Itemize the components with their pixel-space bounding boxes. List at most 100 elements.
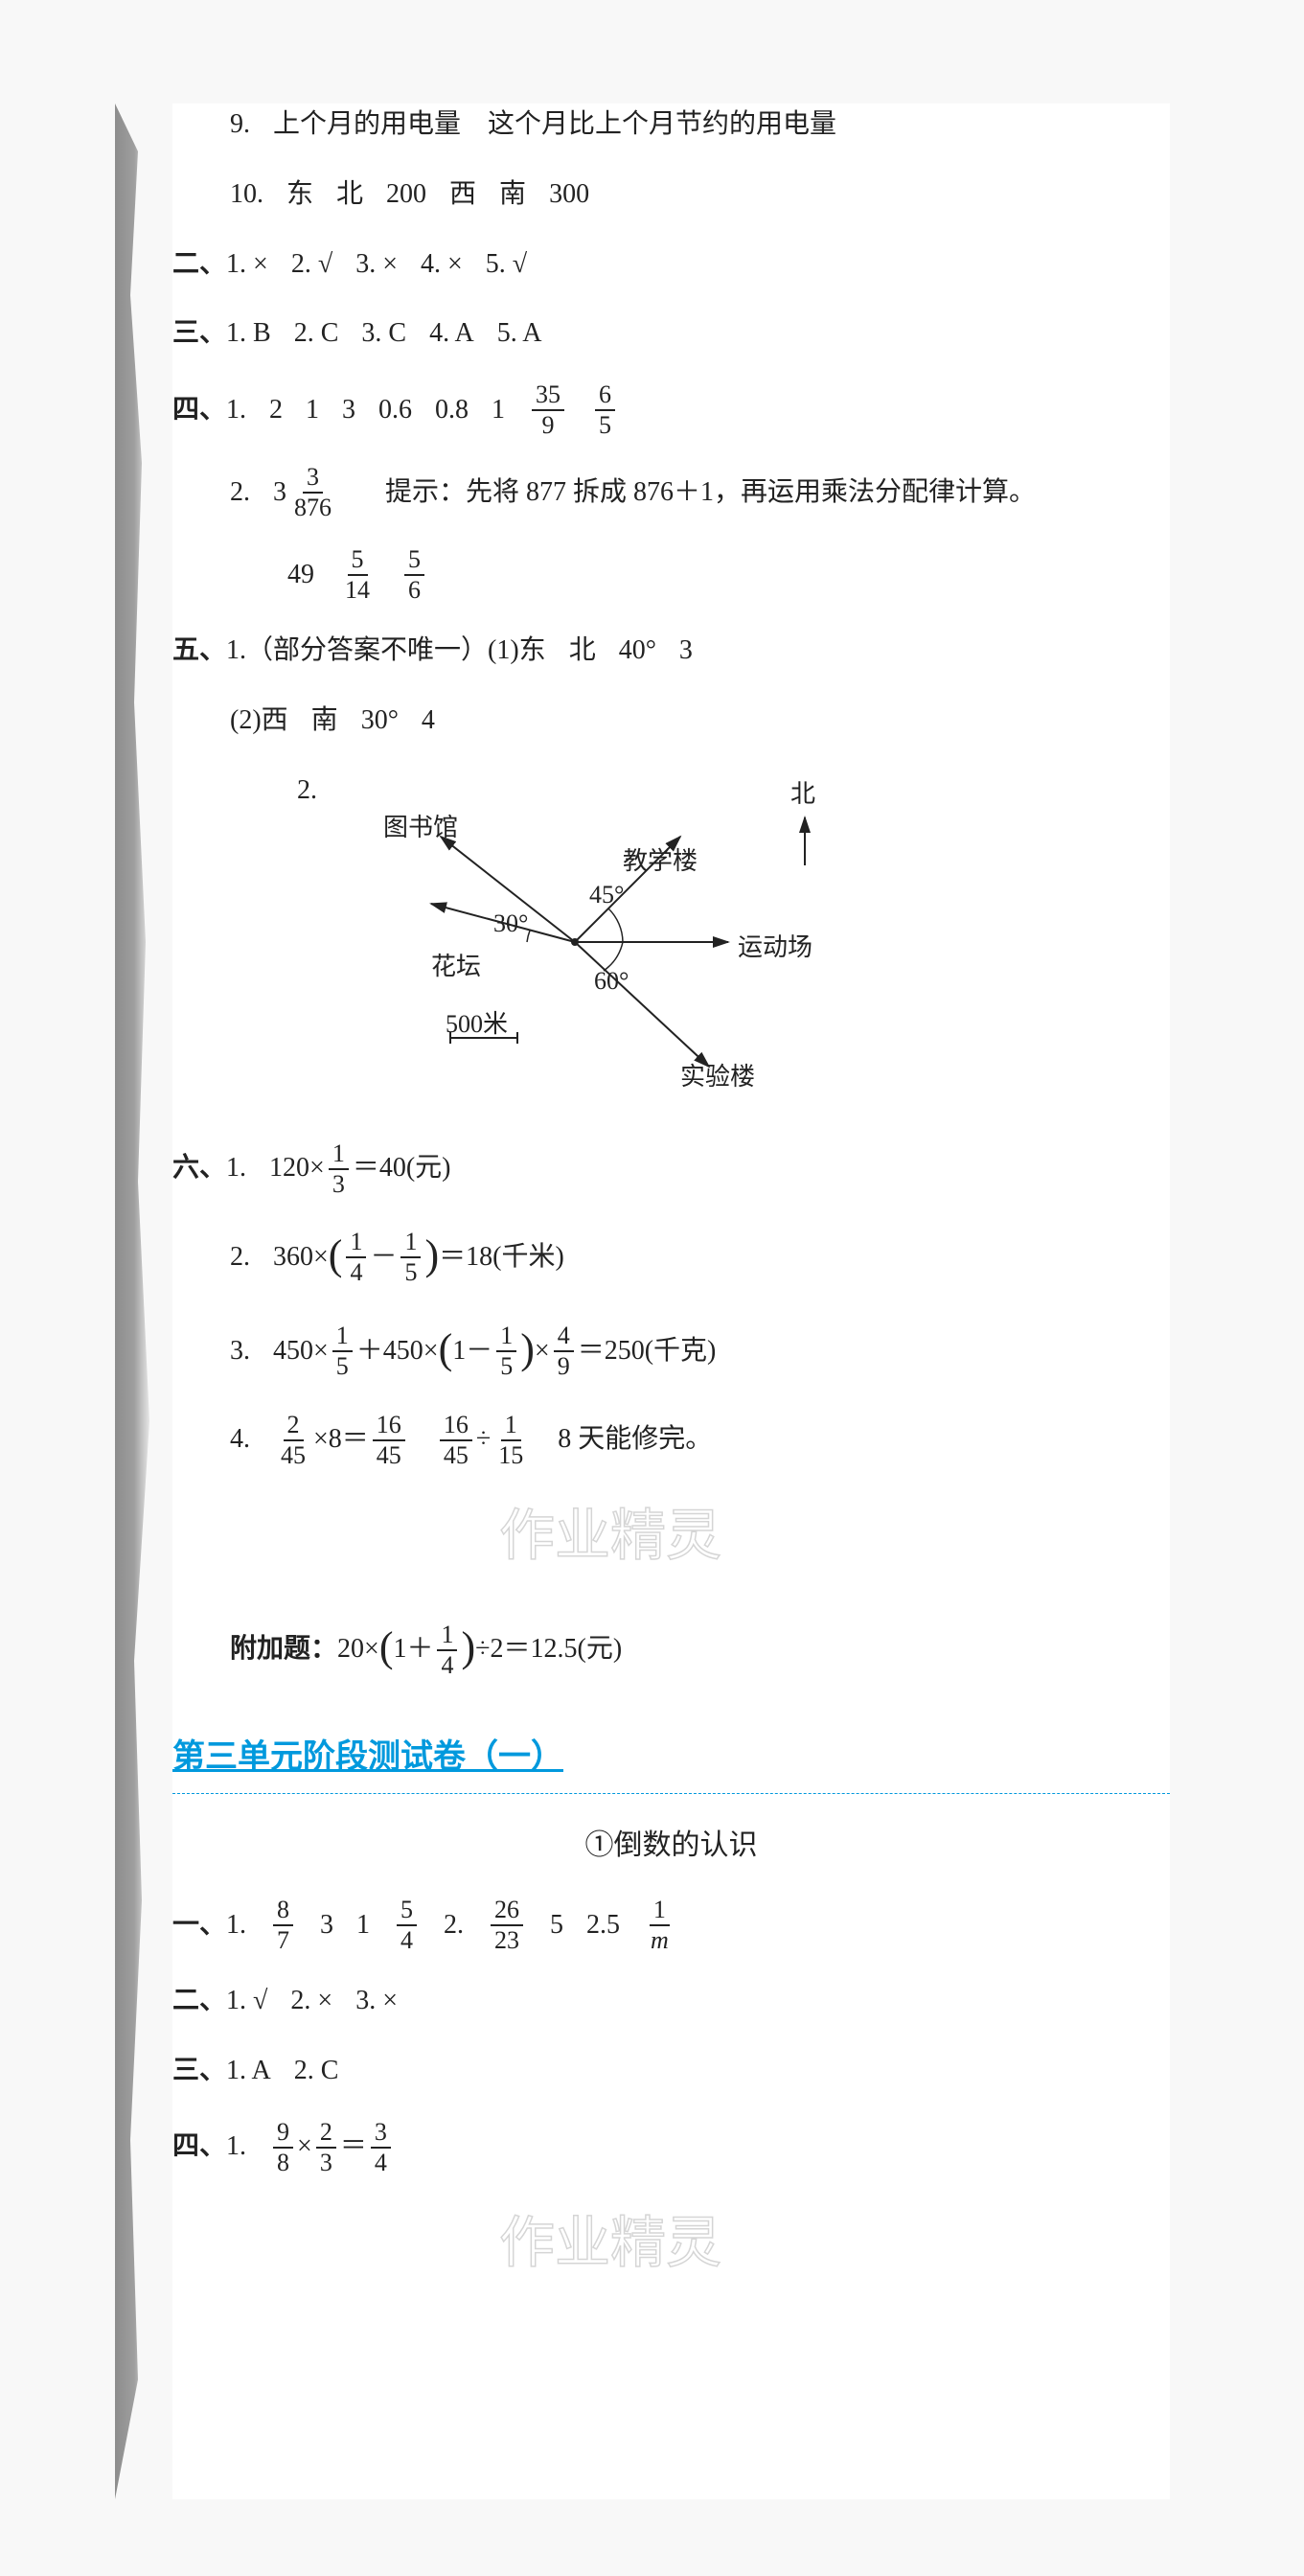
s5-label: 五、 bbox=[172, 630, 226, 673]
s6r2-num: 2. bbox=[230, 1236, 250, 1279]
extra-pre: 20× bbox=[337, 1628, 379, 1671]
s3-a1: 1. B bbox=[226, 312, 271, 356]
s6r3-post: ＝250(千克) bbox=[578, 1330, 717, 1373]
s6r1-pre: 120× bbox=[269, 1147, 325, 1190]
s4r2-f1: 3876 bbox=[290, 465, 335, 520]
watermark-text-1: 作业精灵 bbox=[499, 1505, 721, 1567]
q10-c: 200 bbox=[386, 173, 426, 217]
s4r2-hint: 提示：先将 877 拆成 876＋1，再运用乘法分配律计算。 bbox=[385, 472, 1036, 515]
s5r2-a: 西 bbox=[262, 700, 288, 743]
s6r4-f4: 115 bbox=[494, 1413, 527, 1468]
rparen: ) bbox=[424, 1222, 439, 1289]
section-5-r2: (2) 西 南 30° 4 bbox=[172, 700, 1170, 743]
s6r3-p2: ＋450× bbox=[356, 1330, 439, 1373]
s6r3-one: 1－ bbox=[452, 1330, 492, 1373]
section-6-r3: 3. 450× 15 ＋450× ( 1－ 15 ) × 49 ＝250(千克) bbox=[172, 1318, 1170, 1385]
s2-a4: 4. × bbox=[421, 243, 463, 287]
s6r2-f1: 14 bbox=[346, 1230, 366, 1285]
rparen2: ) bbox=[520, 1316, 535, 1383]
north-label: 北 bbox=[790, 774, 815, 815]
section-4-r2: 2. 3 3876 提示：先将 877 拆成 876＋1，再运用乘法分配律计算。 bbox=[172, 465, 1170, 520]
s2-a3: 3. × bbox=[355, 243, 398, 287]
extra-f: 14 bbox=[437, 1622, 457, 1678]
s5r1-d: 3 bbox=[679, 630, 693, 673]
s5r1-note: （部分答案不唯一）(1) bbox=[246, 630, 519, 673]
flower-label: 花坛 bbox=[431, 947, 481, 987]
s6r4-f3: 1645 bbox=[440, 1413, 472, 1468]
s4r1-num: 1. bbox=[226, 389, 246, 432]
s5r1-num: 1. bbox=[226, 630, 246, 673]
s6r1-f: 13 bbox=[329, 1141, 349, 1197]
diagram-container: 2. bbox=[172, 770, 1170, 1115]
a30-label: 30° bbox=[493, 904, 528, 944]
extra-post: ÷2＝12.5(元) bbox=[475, 1628, 622, 1671]
s4r1-f2: 65 bbox=[595, 382, 615, 438]
q10-num: 10. bbox=[230, 173, 263, 217]
s6r4-f2: 1645 bbox=[373, 1413, 405, 1468]
section2-title: 第三单元阶段测试卷（一） bbox=[172, 1732, 1170, 1783]
p2s4-f2: 23 bbox=[316, 2120, 336, 2175]
p2s3-a1: 1. A bbox=[226, 2050, 271, 2093]
extra-label: 附加题： bbox=[230, 1628, 337, 1671]
p2-section-2: 二、 1. √ 2. × 3. × bbox=[172, 1980, 1170, 2023]
q10-b: 北 bbox=[336, 173, 363, 217]
s2-label: 二、 bbox=[172, 243, 226, 287]
p2s1-v2: 1 bbox=[356, 1904, 370, 1947]
p2s2-label: 二、 bbox=[172, 1980, 226, 2023]
p2s2-a1: 1. √ bbox=[226, 1980, 267, 2023]
teaching-label: 教学楼 bbox=[623, 841, 698, 882]
s6r4-p2: ÷ bbox=[476, 1418, 491, 1461]
s6r1-post: ＝40(元) bbox=[353, 1147, 451, 1190]
q10-d: 西 bbox=[449, 173, 476, 217]
s6r2-f2: 15 bbox=[400, 1230, 421, 1285]
s6r4-f1: 245 bbox=[277, 1413, 309, 1468]
p2s1-num1: 1. bbox=[226, 1904, 246, 1947]
p2s4-op2: ＝ bbox=[340, 2126, 367, 2169]
s6r2-pre: 360× bbox=[273, 1236, 329, 1279]
s6r4-p3: 8 天能修完。 bbox=[531, 1418, 712, 1461]
s5r1-a: 东 bbox=[519, 630, 546, 673]
s4r2-num: 2. bbox=[230, 472, 250, 515]
s4r1-v2: 1 bbox=[306, 389, 319, 432]
q10-line: 10. 东 北 200 西 南 300 bbox=[172, 173, 1170, 217]
p2-section-3: 三、 1. A 2. C bbox=[172, 2050, 1170, 2093]
q10-a: 东 bbox=[286, 173, 313, 217]
lparen2: ( bbox=[439, 1316, 453, 1383]
p2s1-label: 一、 bbox=[172, 1904, 226, 1947]
p2s1-f4: 1m bbox=[647, 1898, 673, 1953]
p2-section-1: 一、 1. 87 3 1 54 2. 2623 5 2.5 1m bbox=[172, 1898, 1170, 1953]
s6-label: 六、 bbox=[172, 1147, 226, 1190]
lparen3: ( bbox=[379, 1614, 394, 1681]
p2s1-v3: 5 bbox=[550, 1904, 563, 1947]
s4r1-v6: 1 bbox=[492, 389, 505, 432]
s4r1-v4: 0.6 bbox=[378, 389, 412, 432]
p2s2-a3: 3. × bbox=[355, 1980, 398, 2023]
section-6-extra: 附加题： 20× ( 1＋ 14 ) ÷2＝12.5(元) bbox=[172, 1616, 1170, 1683]
p2s4-num: 1. bbox=[226, 2126, 246, 2169]
q9-line: 9. 上个月的用电量 这个月比上个月节约的用电量 bbox=[172, 104, 1170, 147]
s4r1-v5: 0.8 bbox=[435, 389, 469, 432]
p2s4-f3: 34 bbox=[371, 2120, 391, 2175]
watermark-icon: 作业精灵 bbox=[499, 1497, 844, 1574]
s6r1-num: 1. bbox=[226, 1147, 246, 1190]
s5r2-num: (2) bbox=[230, 700, 262, 743]
a60-label: 60° bbox=[594, 961, 629, 1001]
section-4-r3: 49 514 56 bbox=[172, 547, 1170, 603]
sports-label: 运动场 bbox=[738, 928, 812, 968]
s6r3-p1: 450× bbox=[273, 1330, 329, 1373]
p2s4-op1: × bbox=[297, 2126, 312, 2169]
p2s1-num2: 2. bbox=[444, 1904, 464, 1947]
compass-diagram: 北 图书馆 教学楼 45° 30° 花坛 运动场 60° 实验楼 500米 bbox=[326, 770, 901, 1115]
s2-a5: 5. √ bbox=[486, 243, 527, 287]
extra-one: 1＋ bbox=[393, 1628, 433, 1671]
s6r4-sp bbox=[409, 1418, 436, 1461]
a45-label: 45° bbox=[589, 875, 624, 915]
s4r3-f2: 56 bbox=[404, 547, 424, 603]
p2s1-v4: 2.5 bbox=[586, 1904, 620, 1947]
p2-section-4: 四、 1. 98 × 23 ＝ 34 bbox=[172, 2120, 1170, 2175]
section2-subtitle: ①倒数的认识 bbox=[172, 1823, 1170, 1869]
watermark-icon-2: 作业精灵 bbox=[499, 2204, 844, 2281]
p2s1-f1: 87 bbox=[273, 1898, 293, 1953]
p2s2-a2: 2. × bbox=[290, 1980, 332, 2023]
p2s3-a2: 2. C bbox=[294, 2050, 339, 2093]
